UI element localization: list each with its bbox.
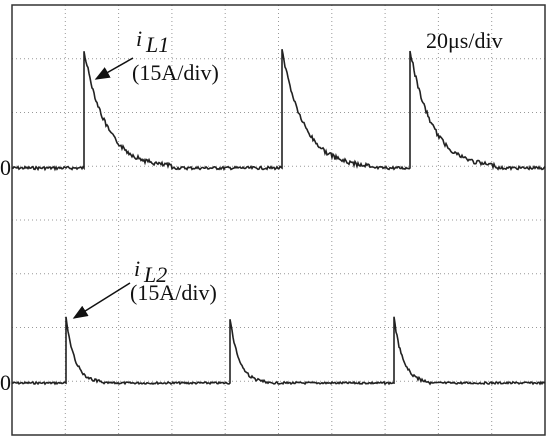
trace-scale: (15A/div)	[130, 280, 217, 305]
trace-symbol: i	[136, 26, 142, 51]
trace-symbol: i	[134, 256, 140, 281]
screen-frame	[11, 4, 546, 436]
waveform	[11, 316, 546, 386]
trace-scale: (15A/div)	[132, 60, 219, 85]
trace-subscript: L2	[143, 262, 167, 287]
arrow	[94, 57, 134, 80]
grid	[12, 5, 545, 435]
traces	[11, 49, 546, 386]
waveform	[11, 49, 546, 172]
time-scale: 20μs/div	[426, 28, 503, 53]
zero-label: 0	[0, 370, 11, 395]
arrow	[72, 282, 131, 319]
trace-subscript: L1	[145, 32, 169, 57]
zero-label: 0	[0, 155, 11, 180]
